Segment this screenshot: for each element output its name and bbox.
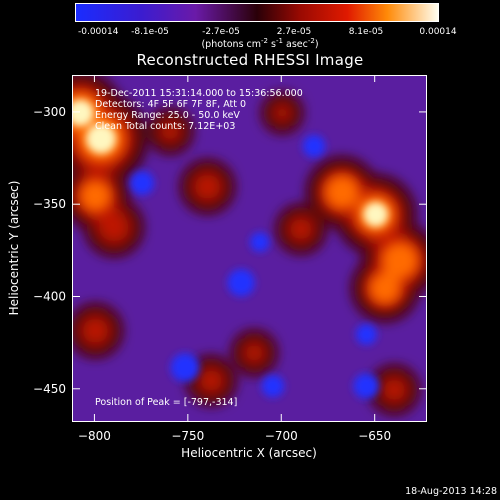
method-counts-annotation: Clean Total counts: 7.12E+03 <box>95 121 236 132</box>
cold-spot <box>261 374 285 398</box>
hot-spot <box>92 206 136 249</box>
cold-spot <box>227 269 255 297</box>
chart-title: Reconstructed RHESSI Image <box>136 51 364 69</box>
colorbar-tick-label: -8.1e-05 <box>131 27 169 37</box>
peak-position-annotation: Position of Peak = [-797,-314] <box>95 397 238 408</box>
hot-spot <box>283 211 319 247</box>
hot-spot <box>238 337 270 369</box>
x-axis-title: Heliocentric X (arcsec) <box>181 446 317 460</box>
hot-spot <box>268 99 296 127</box>
y-axis-title: Heliocentric Y (arcsec) <box>7 180 21 316</box>
x-axis-tick-label: −750 <box>171 429 204 443</box>
x-axis-tick-label: −800 <box>78 429 111 443</box>
time-range-annotation: 19-Dec-2011 15:31:14.000 to 15:36:56.000 <box>95 88 303 99</box>
hot-spot <box>193 363 229 398</box>
x-axis-tick-label: −700 <box>265 429 298 443</box>
hot-spot-peak <box>86 123 117 154</box>
colorbar-tick-label: 0.00014 <box>419 27 457 37</box>
hot-spot-peak <box>363 202 389 227</box>
hot-spot-core <box>79 179 112 213</box>
heatmap-image <box>73 76 426 421</box>
y-axis-tick-label: −350 <box>33 197 66 211</box>
hot-spot-core <box>368 271 402 305</box>
hot-spot <box>188 167 227 207</box>
hot-spot-core <box>324 174 360 210</box>
hot-spot <box>76 311 115 350</box>
cold-spot <box>355 323 377 345</box>
hot-spot <box>154 115 186 147</box>
y-axis-tick-label: −400 <box>33 289 66 303</box>
colorbar-tick-label: 2.7e-05 <box>276 27 312 37</box>
colorbar-tick-label: -0.00014 <box>78 27 119 37</box>
colorbar-tick-label: 8.1e-05 <box>348 27 384 37</box>
footer-timestamp: 18-Aug-2013 14:28 <box>405 486 497 497</box>
hot-spot-core <box>381 241 419 280</box>
y-axis-tick-label: −300 <box>33 105 66 119</box>
cold-spot <box>170 353 200 383</box>
cold-spot <box>250 232 270 252</box>
y-axis-tick-label: −450 <box>33 382 66 396</box>
colorbar-tick-label: -2.7e-05 <box>202 27 240 37</box>
plot-area: 19-Dec-2011 15:31:14.000 to 15:36:56.000… <box>72 75 427 422</box>
x-axis-tick-label: −650 <box>358 429 391 443</box>
energy-range-annotation: Energy Range: 25.0 - 50.0 keV <box>95 110 240 121</box>
detectors-annotation: Detectors: 4F 5F 6F 7F 8F, Att 0 <box>95 99 247 110</box>
cold-spot <box>130 170 155 196</box>
cold-spot <box>353 373 380 399</box>
hot-spot <box>376 372 412 408</box>
cold-spot <box>302 134 326 158</box>
hot-spot-peak <box>73 99 94 127</box>
colorbar <box>75 3 439 22</box>
colorbar-units: (photons cm-2 s-1 asec-2) <box>201 37 319 51</box>
